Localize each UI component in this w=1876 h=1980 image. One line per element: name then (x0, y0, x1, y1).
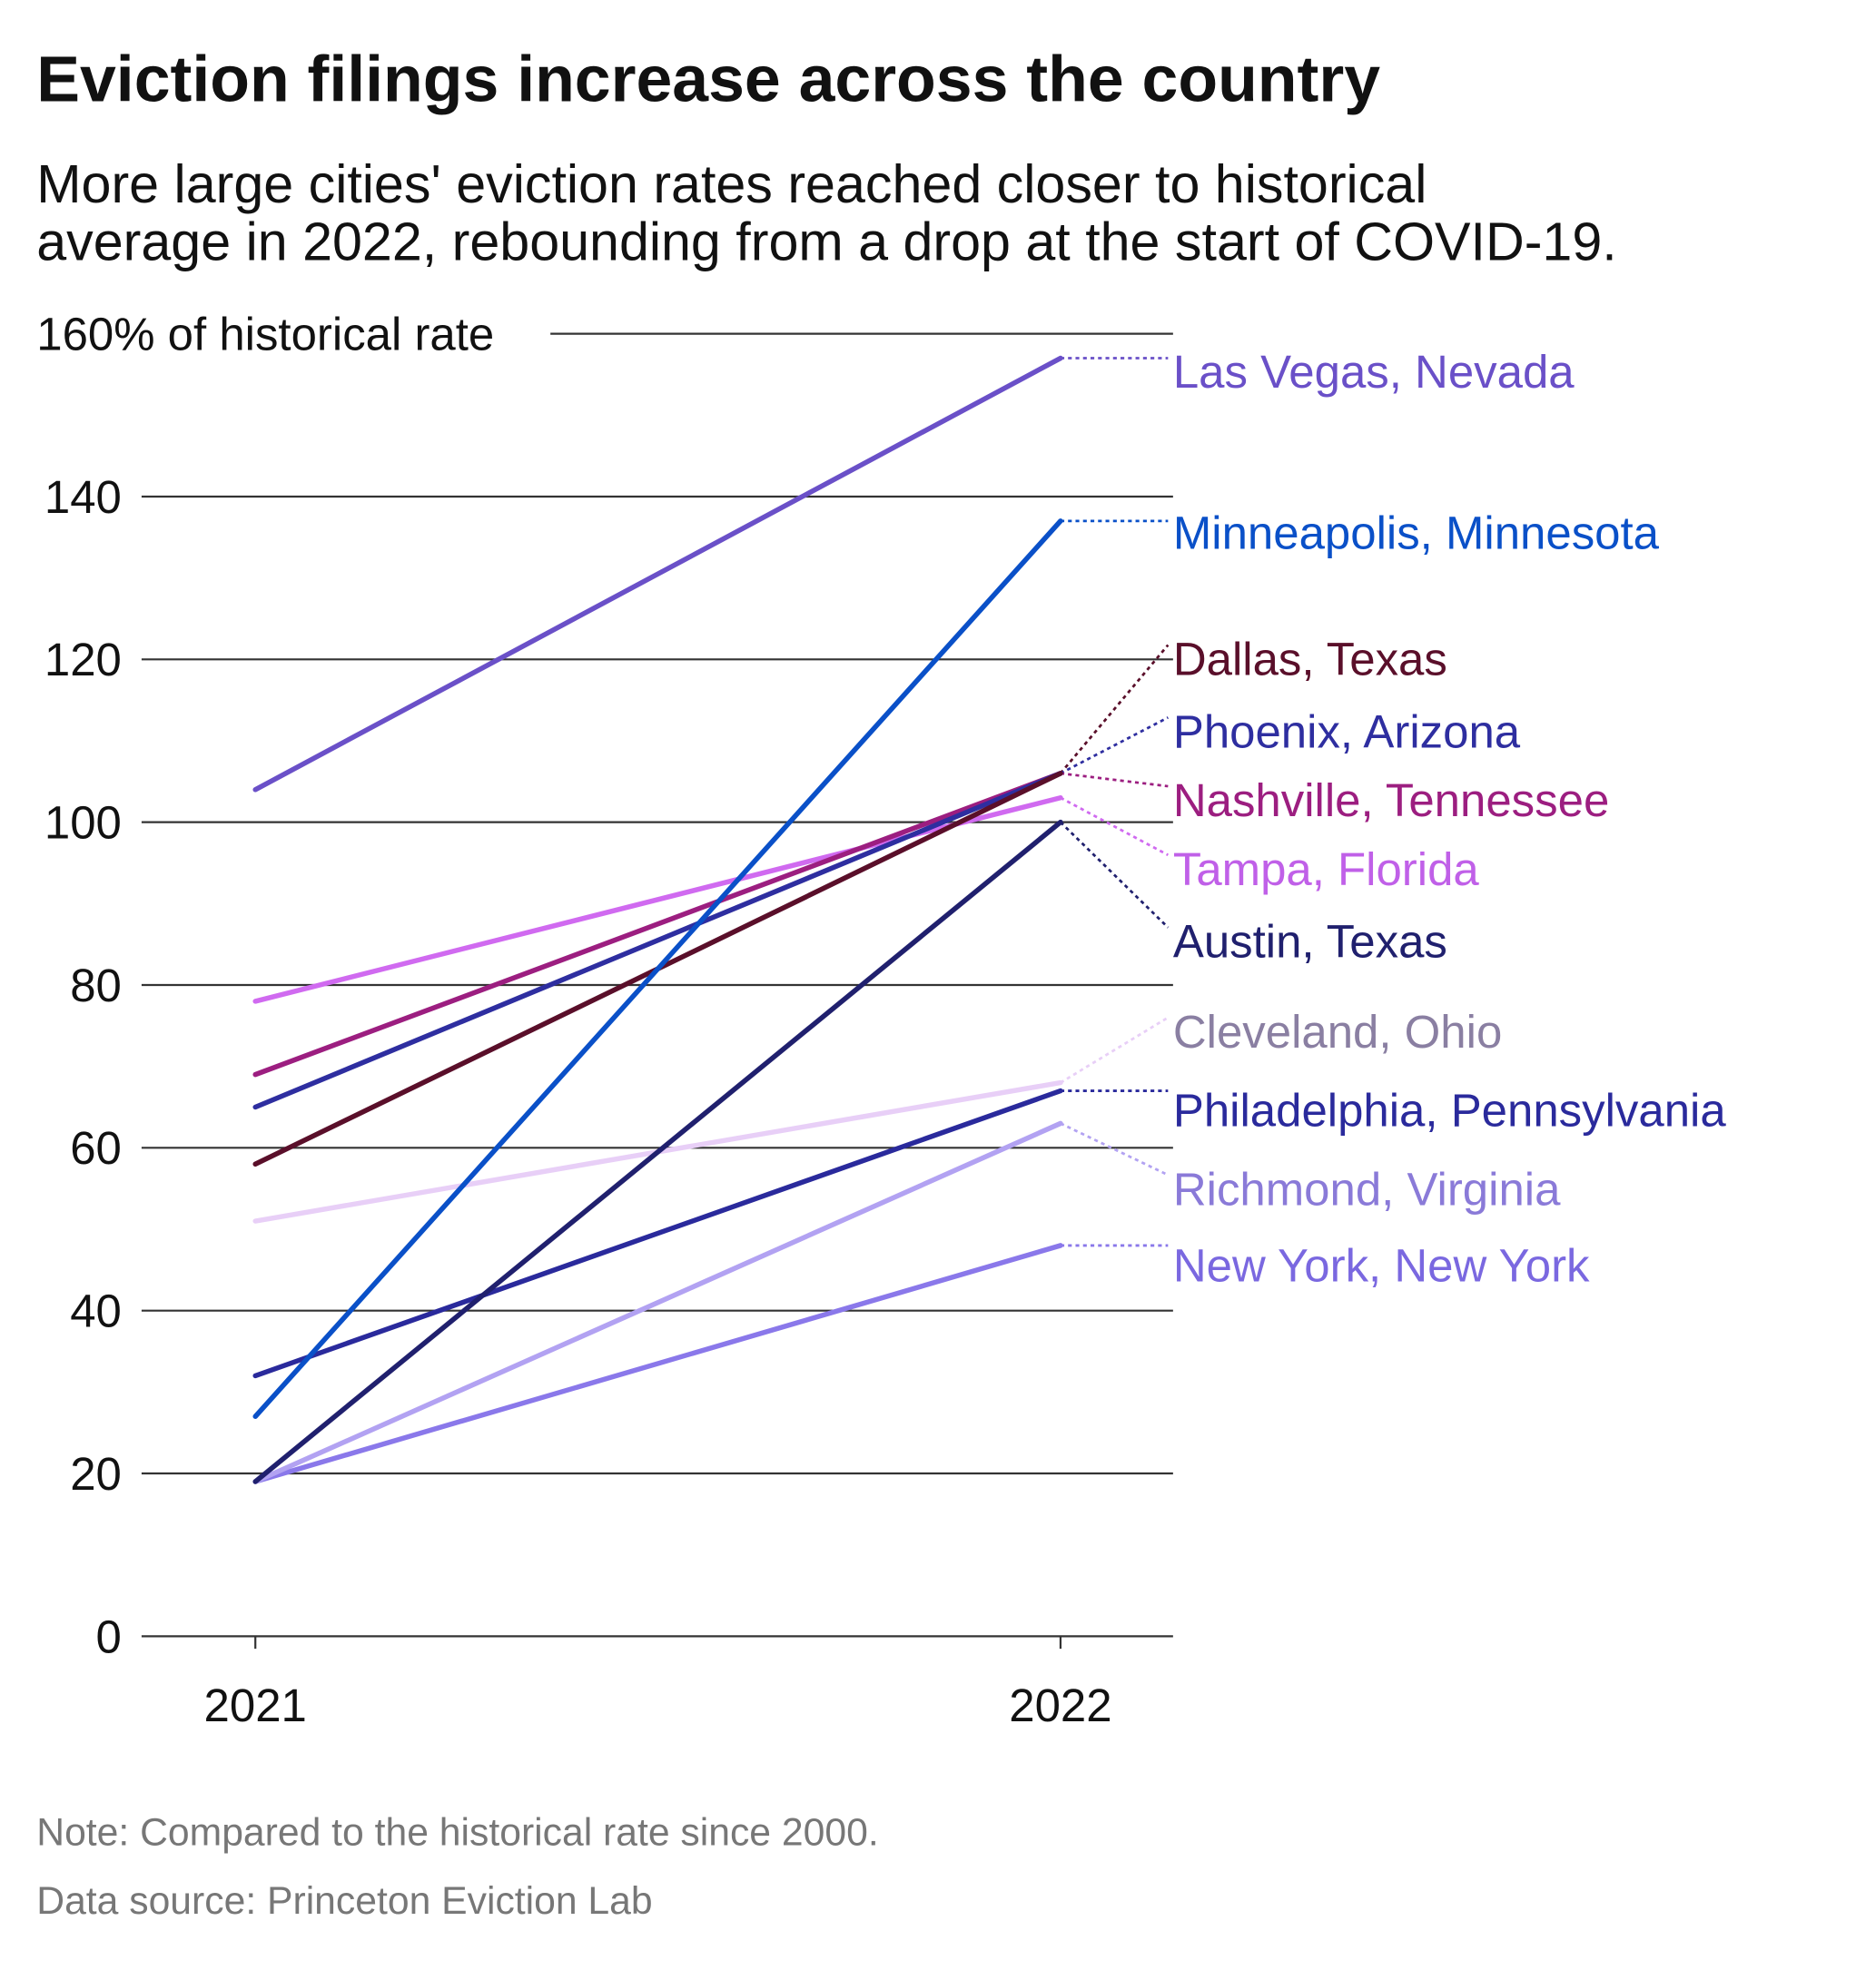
y-tick-label: 80 (70, 960, 122, 1011)
series-label: Cleveland, Ohio (1173, 1006, 1502, 1058)
series-label: Phoenix, Arizona (1173, 705, 1521, 757)
x-tick-label: 2021 (204, 1680, 307, 1731)
chart-subtitle-line-1: More large cities' eviction rates reache… (36, 153, 1427, 214)
label-leader (1060, 1016, 1170, 1084)
series-line (252, 794, 1063, 1004)
gridlines (141, 332, 1173, 1638)
y-tick-label: 0 (96, 1611, 122, 1662)
series-line (252, 1243, 1063, 1484)
chart-title: Eviction filings increase across the cou… (36, 44, 1380, 116)
label-leader (1060, 1122, 1169, 1177)
series-line (252, 355, 1063, 793)
series-line (252, 771, 1063, 1078)
series-labels: Las Vegas, Nevada Minneapolis, Minnesota D… (1173, 346, 1727, 1291)
series-label: Minneapolis, Minnesota (1173, 507, 1660, 558)
series-label: Dallas, Texas (1173, 634, 1447, 685)
y-tick-label: 140 (44, 471, 122, 523)
y-tick-label: 160% of historical rate (36, 309, 494, 360)
chart-source: Data source: Princeton Eviction Lab (36, 1879, 652, 1923)
label-leader (1060, 772, 1169, 788)
series-line (252, 1088, 1063, 1379)
y-tick-label: 60 (70, 1122, 122, 1174)
series-label: Richmond, Virginia (1173, 1163, 1561, 1215)
chart-note: Note: Compared to the historical rate si… (36, 1810, 878, 1854)
label-leaders (1059, 357, 1170, 1247)
chart-subtitle-line-2: average in 2022, rebounding from a drop … (36, 211, 1616, 271)
y-tick-label: 120 (44, 634, 122, 685)
series-label: Nashville, Tennessee (1173, 774, 1609, 826)
series-line (252, 518, 1063, 1419)
y-tick-label: 20 (70, 1448, 122, 1500)
label-leader (1060, 716, 1169, 775)
x-axis-ticks: 2021 2022 (204, 1636, 1112, 1731)
label-leader (1060, 796, 1169, 857)
series-line (252, 819, 1063, 1484)
x-tick-label: 2022 (1009, 1680, 1111, 1731)
series-label: New York, New York (1173, 1239, 1590, 1291)
y-tick-label: 100 (44, 797, 122, 849)
series-label: Tampa, Florida (1173, 843, 1480, 895)
series-lines (252, 355, 1063, 1484)
series-label: Philadelphia, Pennsylvania (1173, 1085, 1727, 1137)
y-axis-ticks: 0 20 40 60 80 100 120 140 160% of historical rat… (36, 309, 494, 1663)
series-line (252, 1120, 1063, 1484)
series-line (252, 771, 1063, 1110)
label-leader (1059, 644, 1170, 774)
label-leader (1059, 821, 1170, 929)
series-label: Las Vegas, Nevada (1173, 346, 1575, 398)
series-label: Austin, Texas (1173, 916, 1447, 968)
y-tick-label: 40 (70, 1286, 122, 1337)
